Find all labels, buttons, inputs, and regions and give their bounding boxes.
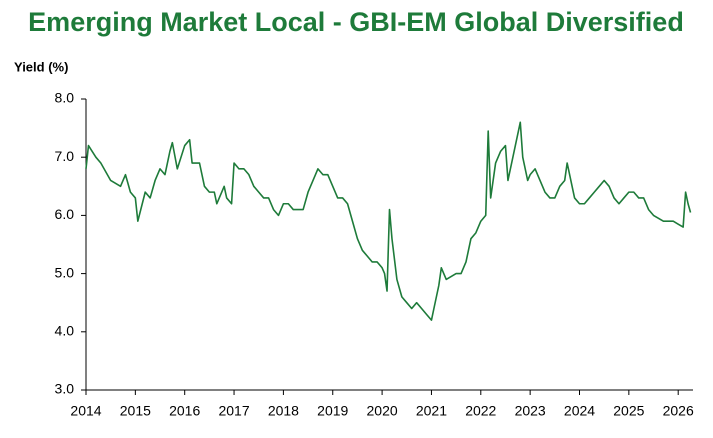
x-tick-label: 2016	[169, 403, 200, 419]
y-tick-label: 7.0	[55, 148, 75, 164]
x-tick-label: 2015	[120, 403, 151, 419]
y-tick-label: 8.0	[55, 90, 75, 106]
y-tick-label: 5.0	[55, 264, 75, 280]
x-tick-label: 2022	[465, 403, 496, 419]
yield-line	[85, 121, 692, 321]
x-tick-label: 2024	[564, 403, 595, 419]
x-tick-label: 2014	[70, 403, 101, 419]
x-tick-label: 2021	[416, 403, 447, 419]
x-tick-label: 2017	[218, 403, 249, 419]
y-tick-label: 4.0	[55, 323, 75, 339]
x-tick-label: 2018	[268, 403, 299, 419]
chart-title: Emerging Market Local - GBI-EM Global Di…	[28, 7, 684, 37]
x-tick-label: 2025	[613, 403, 644, 419]
x-tick-label: 2026	[663, 403, 694, 419]
y-tick-label: 3.0	[55, 381, 75, 397]
x-tick-label: 2019	[317, 403, 348, 419]
x-tick-label: 2023	[515, 403, 546, 419]
x-tick-label: 2020	[367, 403, 398, 419]
y-axis-label: Yield (%)	[14, 59, 68, 74]
y-tick-label: 6.0	[55, 206, 75, 222]
